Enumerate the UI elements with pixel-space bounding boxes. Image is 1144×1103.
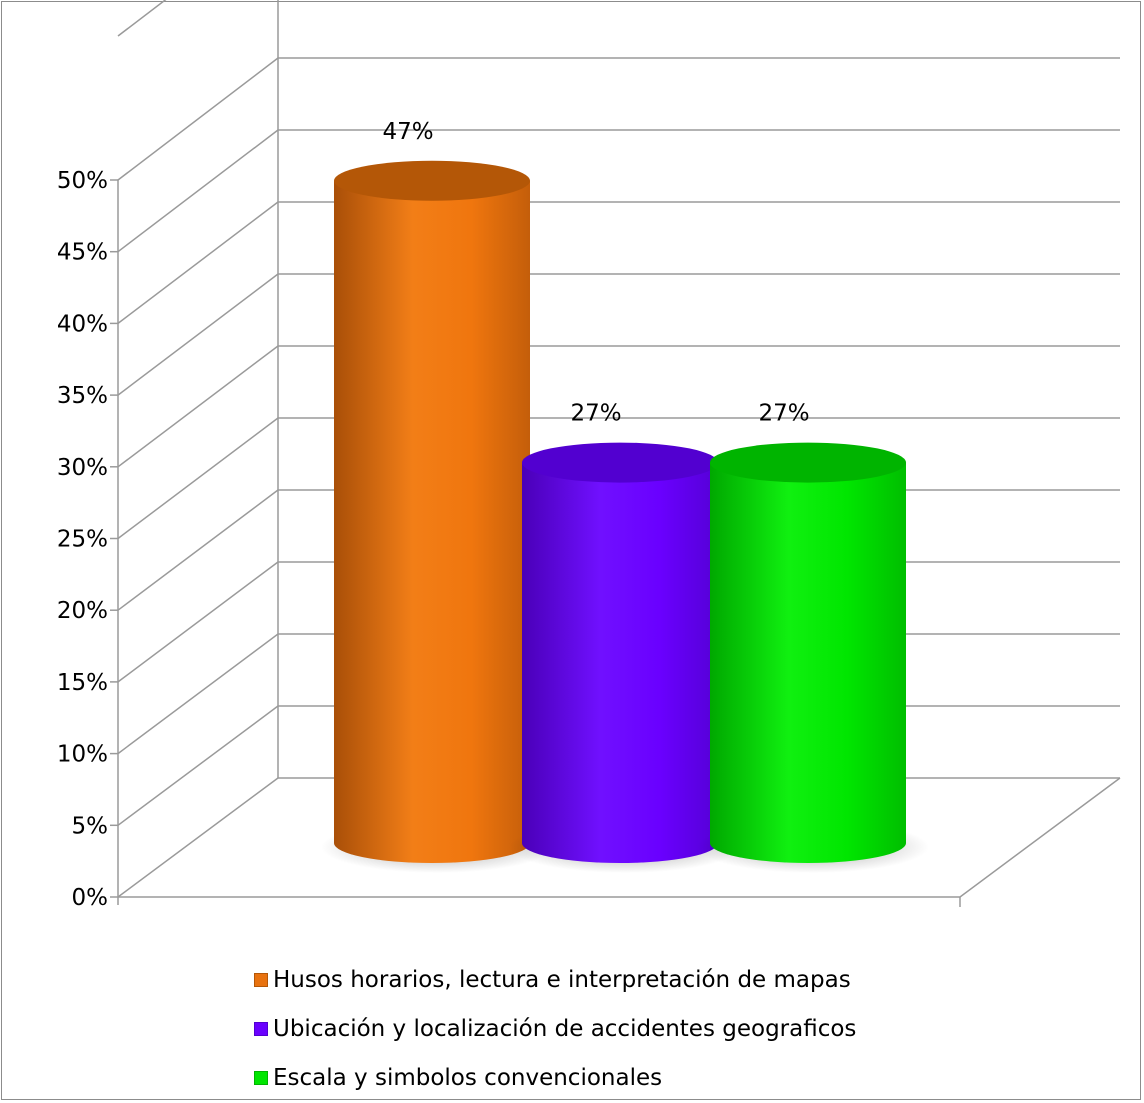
bar-top [710, 443, 906, 483]
side-gridline [118, 346, 278, 467]
y-axis-ticks: 0% 5% 10% 15% 20% 25% 30% 35% 40% 45% 50% [57, 168, 118, 911]
data-label: 27% [758, 401, 809, 427]
data-label: 27% [570, 401, 621, 427]
side-gridline [118, 202, 278, 323]
legend-item: Husos horarios, lectura e interpretación… [254, 955, 856, 1004]
legend-swatch [254, 1071, 268, 1085]
y-tick-label: 25% [57, 527, 108, 553]
legend-item: Ubicación y localización de accidentes g… [254, 1004, 856, 1053]
legend: Husos horarios, lectura e interpretación… [254, 955, 856, 1102]
data-label: 47% [382, 119, 433, 145]
side-gridline [118, 778, 278, 897]
y-tick-label: 0% [72, 885, 109, 911]
legend-swatch [254, 973, 268, 987]
y-tick-label: 5% [72, 813, 109, 839]
side-gridline [118, 634, 278, 754]
side-gridline [118, 562, 278, 682]
bar-top [522, 443, 718, 483]
y-tick-label: 30% [57, 455, 108, 481]
bar [522, 463, 718, 863]
side-gridline [118, 274, 278, 395]
legend-swatch [254, 1022, 268, 1036]
y-tick-label: 10% [57, 742, 108, 768]
side-gridline [118, 58, 278, 180]
bars [321, 161, 929, 873]
y-tick-label: 40% [57, 311, 108, 337]
legend-label: Escala y simbolos convencionales [273, 1065, 662, 1091]
side-top [118, 0, 278, 36]
y-tick-label: 50% [57, 168, 108, 194]
bar-top [334, 161, 530, 201]
side-gridline [118, 130, 278, 252]
y-tick-label: 45% [57, 240, 108, 266]
legend-label: Husos horarios, lectura e interpretación… [273, 967, 851, 993]
side-gridline [118, 490, 278, 610]
legend-item: Escala y simbolos convencionales [254, 1053, 856, 1102]
bar [334, 181, 530, 863]
y-tick-label: 20% [57, 598, 108, 624]
bar [710, 463, 906, 863]
y-tick-label: 15% [57, 670, 108, 696]
legend-label: Ubicación y localización de accidentes g… [273, 1016, 856, 1042]
side-gridline [118, 418, 278, 539]
y-tick-label: 35% [57, 383, 108, 409]
side-gridline [118, 706, 278, 825]
